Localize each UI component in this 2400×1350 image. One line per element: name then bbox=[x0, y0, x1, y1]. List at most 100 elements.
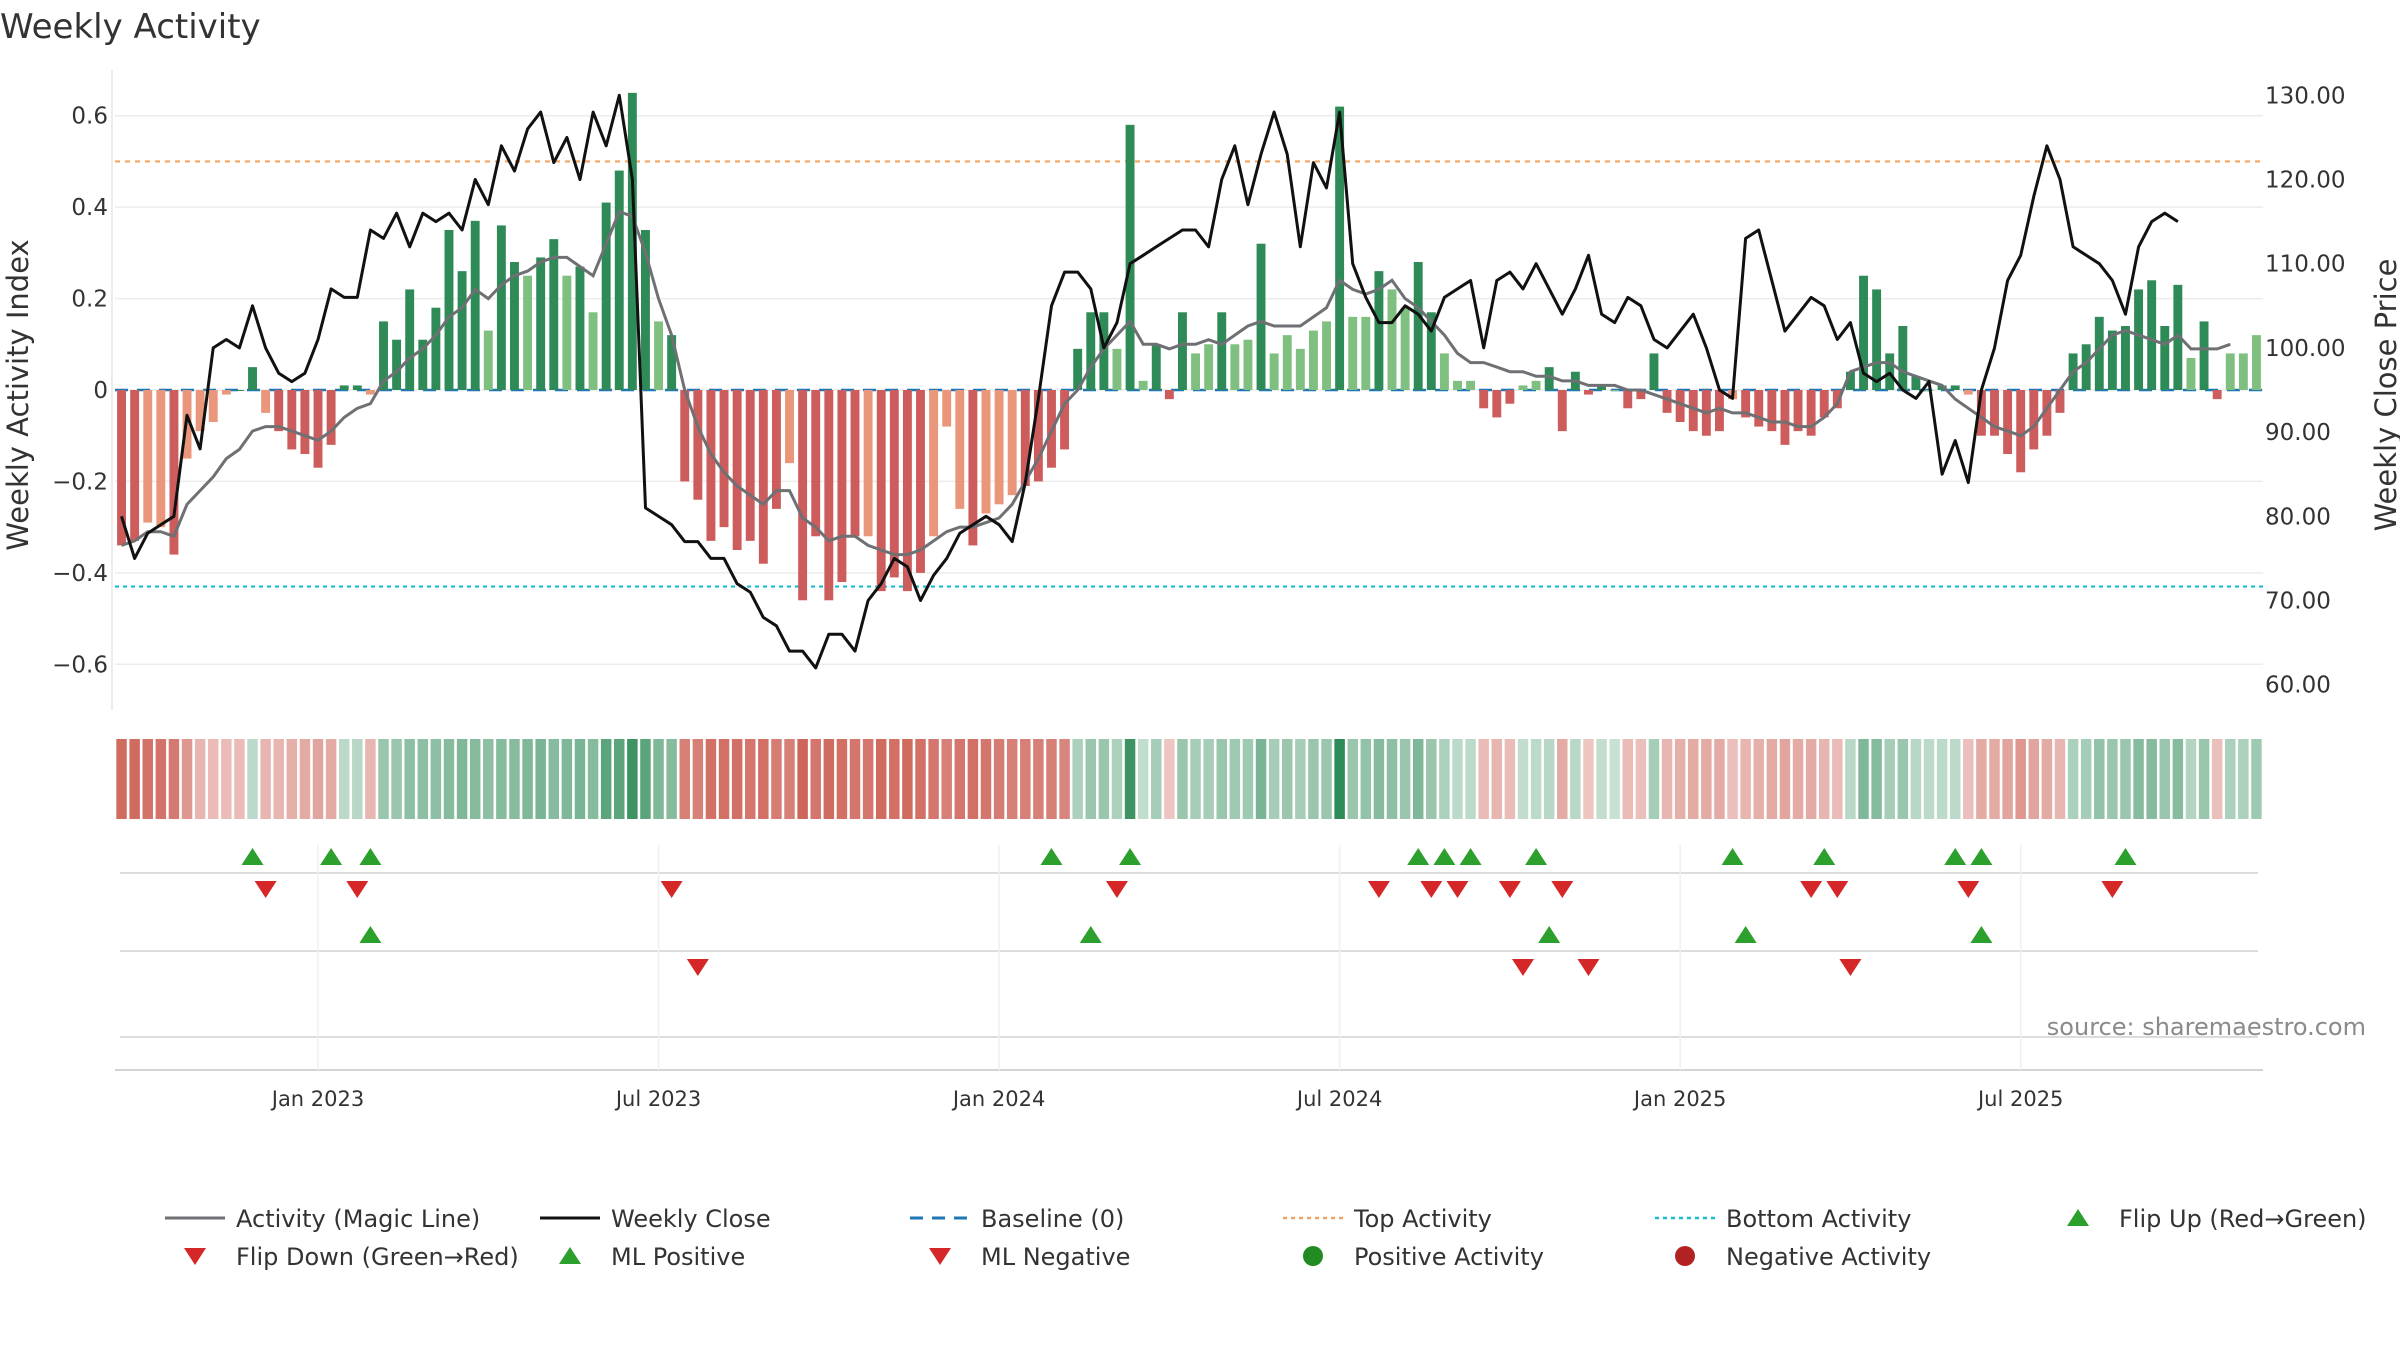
activity-bar bbox=[1610, 390, 1620, 391]
activity-bar bbox=[1479, 390, 1489, 409]
activity-bar bbox=[981, 390, 991, 514]
ml-positive-marker bbox=[1734, 926, 1757, 943]
activity-bar bbox=[274, 390, 284, 432]
activity-bar bbox=[968, 390, 978, 546]
strip-cell bbox=[1373, 739, 1385, 819]
strip-cell bbox=[574, 739, 586, 819]
strip-cell bbox=[692, 739, 704, 819]
strip-cell bbox=[902, 739, 913, 819]
activity-bar bbox=[1793, 390, 1803, 432]
activity-bar bbox=[379, 321, 388, 390]
activity-bar bbox=[614, 170, 624, 390]
activity-bar bbox=[2107, 330, 2117, 390]
flip-up-marker bbox=[1525, 848, 1548, 865]
strip-cell bbox=[2198, 739, 2210, 819]
strip-cell bbox=[1164, 739, 1175, 819]
strip-cell bbox=[731, 739, 743, 819]
flip-down-marker bbox=[1551, 881, 1574, 898]
strip-cell bbox=[771, 739, 782, 819]
strip-cell bbox=[1111, 739, 1123, 819]
activity-bar bbox=[1688, 390, 1698, 432]
activity-bar bbox=[1322, 321, 1331, 390]
x-tick-label: Jan 2024 bbox=[951, 1087, 1046, 1111]
x-tick-label: Jul 2024 bbox=[1295, 1087, 1382, 1111]
strip-cell bbox=[1478, 739, 1489, 819]
activity-bar bbox=[2016, 390, 2026, 473]
y-tick-label: −0.2 bbox=[52, 469, 108, 495]
activity-bar bbox=[562, 275, 572, 390]
activity-bar bbox=[1990, 390, 1999, 436]
ml-positive-marker bbox=[1970, 926, 1993, 943]
flip-down-marker bbox=[346, 881, 369, 898]
activity-bar bbox=[365, 390, 375, 395]
activity-bar bbox=[418, 339, 428, 390]
legend-label: Positive Activity bbox=[1354, 1243, 1544, 1271]
activity-bar bbox=[1007, 390, 1017, 496]
strip-cell bbox=[1216, 739, 1227, 819]
strip-cell bbox=[391, 739, 402, 819]
activity-bar bbox=[444, 230, 454, 390]
strip-cell bbox=[744, 739, 756, 819]
activity-bars bbox=[117, 92, 2261, 601]
y-tick-label: −0.6 bbox=[52, 652, 108, 678]
activity-bar bbox=[1243, 339, 1253, 390]
strip-cell bbox=[417, 739, 429, 819]
flip-up-marker bbox=[1721, 848, 1744, 865]
strip-cell bbox=[1714, 739, 1725, 819]
activity-bar bbox=[1505, 390, 1515, 404]
strip-cell bbox=[1976, 739, 1987, 819]
strip-cell bbox=[443, 739, 455, 819]
strip-cell bbox=[1046, 739, 1057, 819]
strip-cell bbox=[1295, 739, 1306, 819]
activity-bar bbox=[1714, 390, 1724, 432]
y-tick-label: −0.4 bbox=[52, 561, 108, 587]
y2-tick-label: 110.00 bbox=[2265, 252, 2345, 278]
legend-label: Flip Up (Red→Green) bbox=[2119, 1205, 2367, 1233]
strip-cell bbox=[2107, 739, 2118, 819]
strip-cell bbox=[758, 739, 769, 819]
strip-cell bbox=[1229, 739, 1241, 819]
activity-bar bbox=[2186, 358, 2196, 390]
legend-swatch bbox=[929, 1248, 951, 1265]
strip-cell bbox=[1727, 739, 1738, 819]
flip-down-marker bbox=[1800, 881, 1823, 898]
activity-bar bbox=[1649, 353, 1659, 390]
strip-cell bbox=[587, 739, 599, 819]
activity-bar bbox=[2238, 353, 2248, 390]
activity-bar bbox=[994, 390, 1004, 505]
strip-cell bbox=[1190, 739, 1201, 819]
strip-cell bbox=[928, 739, 939, 819]
activity-bar bbox=[1872, 289, 1882, 390]
activity-bar bbox=[1636, 390, 1646, 400]
strip-cell bbox=[1871, 739, 1882, 819]
activity-bar bbox=[680, 390, 690, 482]
strip-cell bbox=[1203, 739, 1214, 819]
activity-bar bbox=[2160, 326, 2170, 390]
strip-cell bbox=[1805, 739, 1817, 819]
strip-cell bbox=[1570, 739, 1581, 819]
flip-up-marker bbox=[1459, 848, 1482, 865]
activity-bar bbox=[758, 390, 768, 564]
activity-bar bbox=[1269, 353, 1279, 390]
strip-cell bbox=[116, 739, 127, 819]
activity-bar bbox=[221, 390, 231, 395]
activity-bar bbox=[1950, 385, 1960, 390]
strip-cell bbox=[1268, 739, 1280, 819]
strip-cell bbox=[1098, 739, 1110, 819]
activity-bar bbox=[575, 266, 585, 390]
activity-bar bbox=[1976, 390, 1986, 436]
x-tick-label: Jul 2023 bbox=[614, 1087, 701, 1111]
activity-bar bbox=[2094, 316, 2104, 390]
legend: Activity (Magic Line) Weekly Close Baselin… bbox=[165, 1205, 2367, 1271]
activity-bar bbox=[1518, 385, 1528, 390]
activity-bar bbox=[1741, 390, 1751, 418]
y2-tick-label: 90.00 bbox=[2265, 420, 2331, 446]
strip-cell bbox=[941, 739, 952, 819]
activity-bar bbox=[640, 230, 650, 390]
activity-bar bbox=[1453, 380, 1462, 390]
strip-cell bbox=[2080, 739, 2092, 819]
activity-bar bbox=[1937, 385, 1947, 390]
activity-bar bbox=[902, 390, 912, 592]
axes: 0.6 0.4 0.2 0 −0.2 −0.4 −0.6 130.00 120.00 110.00… bbox=[52, 70, 2345, 710]
strip-cell bbox=[352, 739, 363, 819]
